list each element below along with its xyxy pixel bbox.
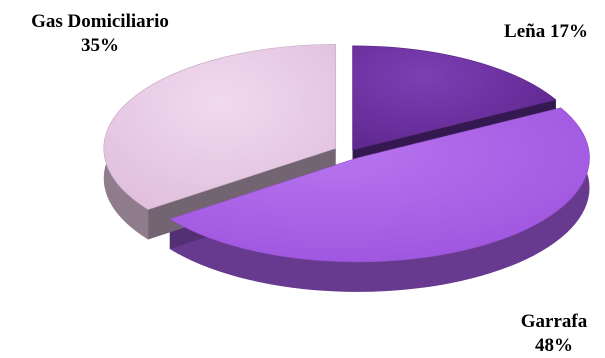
slice-label-garrafa-percent: 48%	[535, 335, 573, 356]
pie-top-layer	[103, 44, 590, 263]
slice-label-gas-name: Gas Domiciliario	[31, 11, 169, 32]
pie-slice-lena	[352, 45, 557, 151]
pie-slice-garrafa-wall	[169, 107, 590, 292]
slice-label-gas-percent: 35%	[81, 35, 119, 56]
slice-label-lena: Leña 17%	[490, 20, 602, 44]
slice-label-gas-domiciliario: Gas Domiciliario 35%	[2, 10, 198, 58]
slice-label-garrafa: Garrafa 48%	[508, 310, 600, 358]
slice-label-garrafa-name: Garrafa	[520, 311, 588, 332]
slice-label-lena-text: Leña 17%	[504, 21, 588, 42]
pie-slice-gas-domiciliario	[103, 44, 337, 210]
pie-slice-garrafa	[169, 107, 590, 263]
